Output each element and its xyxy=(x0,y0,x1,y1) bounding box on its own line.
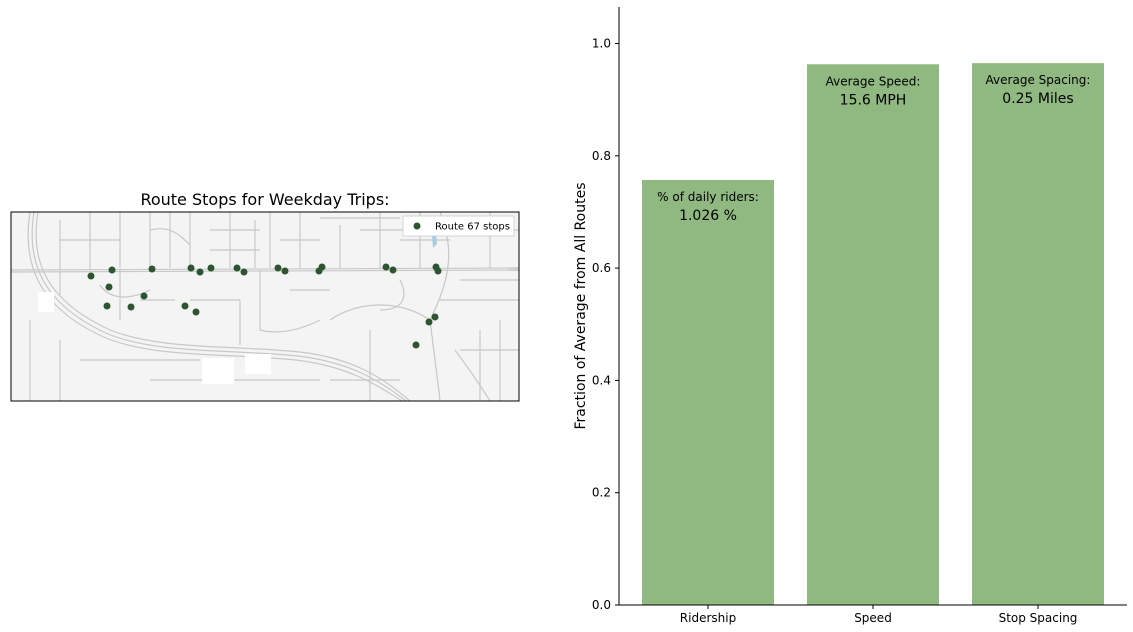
park-patch xyxy=(38,292,54,312)
x-tick-label: Speed xyxy=(854,611,892,625)
stop-marker xyxy=(196,268,204,276)
x-tick-label: Ridership xyxy=(680,611,736,625)
stop-marker xyxy=(382,263,390,271)
stop-marker xyxy=(281,267,289,275)
bar xyxy=(642,179,774,605)
bar-annotation-label: Average Spacing: xyxy=(986,73,1091,87)
map-title: Route Stops for Weekday Trips: xyxy=(140,190,390,209)
bars-group: % of daily riders: 1.026 % Average Speed: 1… xyxy=(642,63,1104,606)
legend-marker xyxy=(413,222,421,230)
stop-marker xyxy=(108,266,116,274)
route-stops xyxy=(87,263,442,349)
legend-label: Route 67 stops xyxy=(435,222,510,233)
stop-marker xyxy=(187,264,195,272)
bar xyxy=(807,64,939,605)
x-tick-label: Stop Spacing xyxy=(999,611,1078,625)
stop-marker xyxy=(103,302,111,310)
bar-annotation-label: Average Speed: xyxy=(826,74,921,88)
y-axis: 0.0 0.2 0.4 0.6 0.8 1.0 xyxy=(592,7,620,612)
stop-marker xyxy=(240,268,248,276)
map-panel: Route 67 stops xyxy=(10,211,520,402)
park-patch xyxy=(202,358,234,384)
stop-marker xyxy=(207,264,215,272)
stop-marker xyxy=(233,264,241,272)
stop-marker xyxy=(105,283,113,291)
map-frame xyxy=(10,211,520,402)
stop-marker xyxy=(389,266,397,274)
stop-marker xyxy=(127,303,135,311)
stop-marker xyxy=(412,341,420,349)
stop-marker xyxy=(274,264,282,272)
stop-marker xyxy=(140,292,148,300)
bar-chart: % of daily riders: 1.026 % Average Speed: 1… xyxy=(573,7,1127,625)
stop-marker xyxy=(148,265,156,273)
stop-marker xyxy=(181,302,189,310)
y-tick-label: 0.6 xyxy=(592,261,611,275)
y-axis-label: Fraction of Average from All Routes xyxy=(573,183,589,430)
y-tick-label: 0.0 xyxy=(592,598,611,612)
y-tick-label: 0.2 xyxy=(592,486,611,500)
bar-annotation-value: 1.026 % xyxy=(679,208,737,224)
stop-marker xyxy=(434,267,442,275)
y-tick-label: 1.0 xyxy=(592,36,611,50)
stop-marker xyxy=(192,308,200,316)
stop-marker xyxy=(87,272,95,280)
legend-box xyxy=(402,215,515,237)
y-tick-label: 0.8 xyxy=(592,149,611,163)
park-patch xyxy=(245,354,271,374)
stop-marker xyxy=(318,263,326,271)
map-legend: Route 67 stops xyxy=(402,215,515,237)
y-tick-label: 0.4 xyxy=(592,373,611,387)
bar xyxy=(972,63,1104,606)
stop-marker xyxy=(431,313,439,321)
x-axis: Ridership Speed Stop Spacing xyxy=(680,605,1078,625)
bar-annotation-value: 15.6 MPH xyxy=(840,92,907,108)
stop-marker xyxy=(425,318,433,326)
bar-annotation-label: % of daily riders: xyxy=(657,190,759,204)
bar-annotation-value: 0.25 Miles xyxy=(1002,91,1073,107)
